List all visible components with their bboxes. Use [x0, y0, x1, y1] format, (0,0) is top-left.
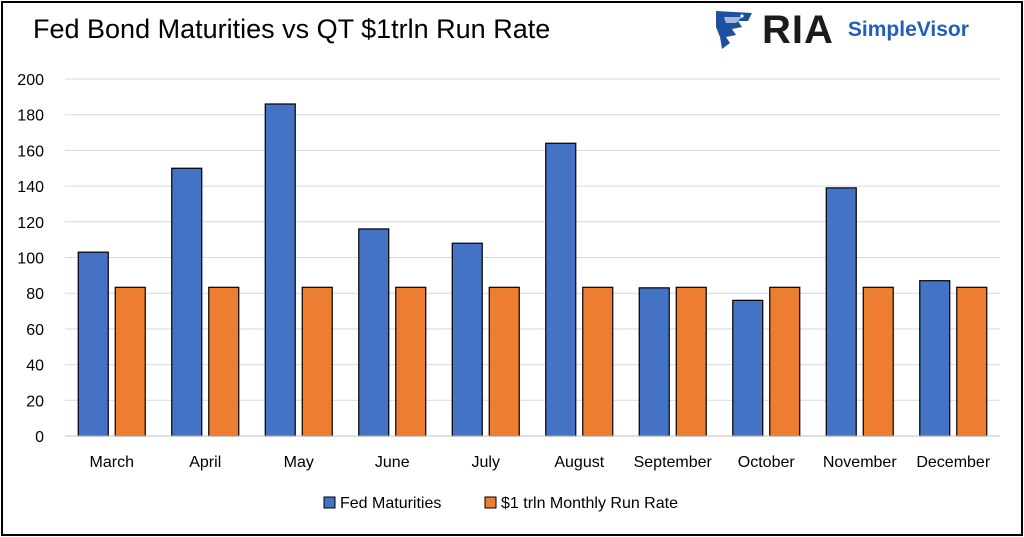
bar-fed-maturities-june — [358, 228, 390, 437]
bar-fed-maturities-november — [825, 187, 857, 437]
x-tick-label: July — [472, 454, 500, 471]
x-tick-label: November — [823, 454, 897, 471]
x-tick-label: March — [90, 454, 134, 471]
logo-wordmark: RIA — [762, 7, 834, 52]
y-tick-label: 20 — [26, 393, 44, 410]
y-tick-label: 120 — [17, 215, 44, 232]
ria-simplevisor-logo: RIA SimpleVisor — [712, 6, 969, 54]
y-tick-label: 60 — [26, 322, 44, 339]
bar-run-rate-may — [301, 286, 333, 437]
bar-run-rate-august — [582, 286, 614, 437]
bar-fed-maturities-may — [264, 103, 296, 437]
y-tick-label: 40 — [26, 358, 44, 375]
x-tick-label: September — [634, 454, 713, 471]
legend-swatch — [484, 496, 497, 509]
bar-run-rate-july — [488, 286, 520, 437]
legend-label: Fed Maturities — [340, 495, 441, 512]
bar-fed-maturities-august — [545, 142, 577, 437]
y-tick-label: 140 — [17, 179, 44, 196]
y-axis-ticks: 0 20 40 60 80 100 120 140 160 180 200 — [17, 72, 44, 446]
bar-run-rate-september — [675, 286, 707, 437]
bar-fed-maturities-october — [732, 299, 764, 437]
bar-fed-maturities-march — [77, 251, 109, 437]
y-tick-label: 180 — [17, 108, 44, 125]
bar-run-rate-december — [956, 286, 988, 437]
bar-fed-maturities-april — [171, 167, 203, 437]
bar-run-rate-october — [769, 286, 801, 437]
x-tick-label: August — [554, 454, 604, 471]
bar-fed-maturities-december — [919, 280, 951, 437]
bar-fed-maturities-july — [451, 242, 483, 437]
legend-label: $1 trln Monthly Run Rate — [501, 495, 678, 512]
x-tick-label: December — [916, 454, 990, 471]
x-axis-category-labels: March April May June July August September Octo… — [90, 454, 991, 471]
bar-run-rate-november — [862, 286, 894, 437]
y-tick-label: 200 — [17, 72, 44, 89]
y-tick-label: 80 — [26, 286, 44, 303]
chart-title: Fed Bond Maturities vs QT $1trln Run Rat… — [33, 14, 551, 44]
bar-run-rate-june — [395, 286, 427, 437]
y-tick-label: 0 — [35, 429, 44, 446]
x-tick-label: June — [375, 454, 410, 471]
bars — [77, 103, 988, 437]
logo-product-name: SimpleVisor — [847, 18, 969, 41]
y-tick-label: 160 — [17, 143, 44, 160]
legend-swatch — [323, 496, 336, 509]
bar-run-rate-april — [208, 286, 240, 437]
legend: Fed Maturities $1 trln Monthly Run Rate — [323, 495, 678, 512]
y-tick-label: 100 — [17, 251, 44, 268]
bar-run-rate-march — [114, 286, 146, 437]
eagle-icon — [716, 11, 752, 49]
gridlines — [65, 78, 1000, 401]
x-tick-label: October — [738, 454, 796, 471]
x-tick-label: April — [189, 454, 221, 471]
x-tick-label: May — [284, 454, 314, 471]
bar-fed-maturities-september — [638, 287, 670, 437]
